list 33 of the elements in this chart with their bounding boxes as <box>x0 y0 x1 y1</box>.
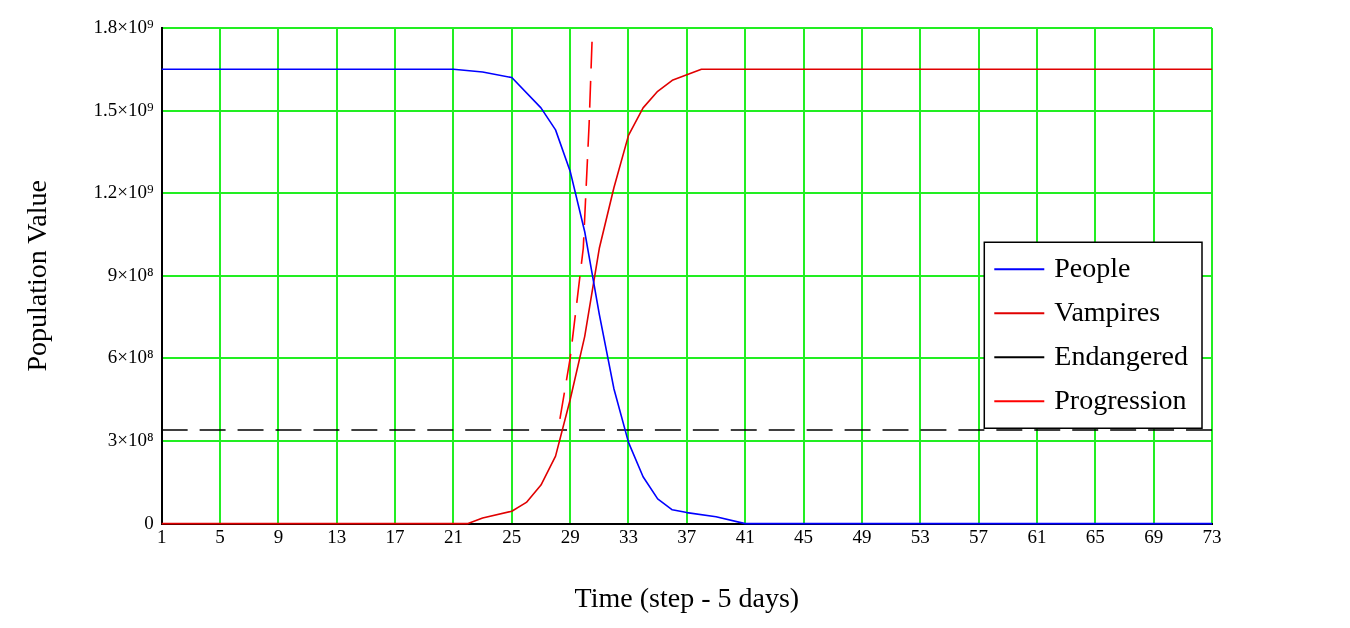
line-series <box>559 40 593 420</box>
y-tick-label: 6×10⁸ <box>107 346 154 368</box>
x-tick-label: 9 <box>273 525 284 547</box>
x-tick-label: 1 <box>156 525 167 547</box>
x-tick-label: 49 <box>852 525 872 547</box>
y-tick-label: 3×10⁸ <box>107 428 154 450</box>
legend-label: Endangered <box>1054 339 1189 371</box>
x-tick-label: 65 <box>1085 525 1105 547</box>
x-tick-label: 69 <box>1144 525 1164 547</box>
y-tick-label: 1.2×10⁹ <box>93 181 155 203</box>
x-tick-label: 45 <box>794 525 814 547</box>
x-tick-label: 37 <box>677 525 697 547</box>
x-tick-label: 33 <box>618 525 638 547</box>
x-tick-label: 29 <box>560 525 580 547</box>
x-tick-label: 73 <box>1202 525 1222 547</box>
y-tick-label: 9×10⁸ <box>107 263 154 285</box>
x-tick-label: 21 <box>443 525 463 547</box>
x-tick-label: 13 <box>327 525 347 547</box>
legend-label: Vampires <box>1054 295 1161 327</box>
legend-label: Progression <box>1054 383 1187 415</box>
x-axis-title: Time (step - 5 days) <box>574 581 800 613</box>
y-tick-label: 1.5×10⁹ <box>93 98 155 120</box>
y-tick-label: 1.8×10⁹ <box>93 15 155 37</box>
x-tick-label: 61 <box>1027 525 1047 547</box>
y-tick-label: 0 <box>144 511 154 533</box>
x-tick-label: 5 <box>215 525 225 547</box>
x-tick-label: 53 <box>910 525 930 547</box>
y-axis-title: Population Value <box>21 180 53 372</box>
legend-label: People <box>1054 251 1131 283</box>
x-tick-label: 25 <box>502 525 522 547</box>
x-tick-label: 17 <box>385 525 405 547</box>
x-tick-label: 41 <box>735 525 755 547</box>
x-tick-label: 57 <box>969 525 989 547</box>
